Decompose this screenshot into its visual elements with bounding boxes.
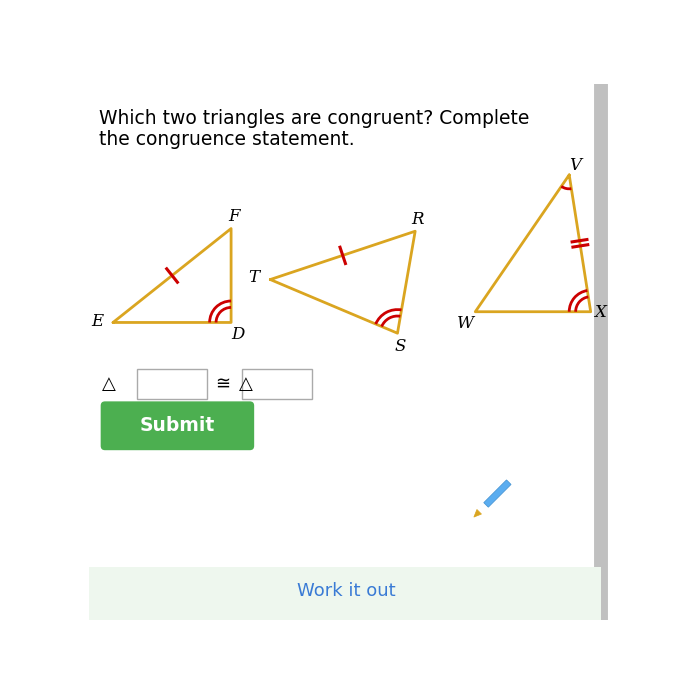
- Polygon shape: [474, 510, 482, 517]
- Text: R: R: [412, 211, 424, 228]
- Text: F: F: [228, 208, 240, 225]
- FancyBboxPatch shape: [100, 401, 254, 450]
- Text: △: △: [102, 375, 116, 393]
- Text: E: E: [91, 313, 103, 330]
- Text: Submit: Submit: [140, 416, 215, 436]
- Text: ≅: ≅: [215, 375, 231, 393]
- FancyBboxPatch shape: [242, 369, 312, 399]
- Text: X: X: [595, 305, 606, 321]
- Text: the congruence statement.: the congruence statement.: [98, 130, 354, 149]
- Text: V: V: [569, 157, 581, 174]
- Polygon shape: [484, 480, 511, 507]
- FancyBboxPatch shape: [137, 369, 207, 399]
- Text: Which two triangles are congruent? Complete: Which two triangles are congruent? Compl…: [98, 109, 529, 128]
- Text: S: S: [395, 338, 406, 355]
- Text: T: T: [249, 270, 260, 286]
- FancyBboxPatch shape: [89, 567, 602, 620]
- Text: Work it out: Work it out: [297, 582, 396, 600]
- Text: D: D: [231, 325, 244, 343]
- Text: △: △: [239, 375, 253, 393]
- Text: W: W: [457, 315, 474, 332]
